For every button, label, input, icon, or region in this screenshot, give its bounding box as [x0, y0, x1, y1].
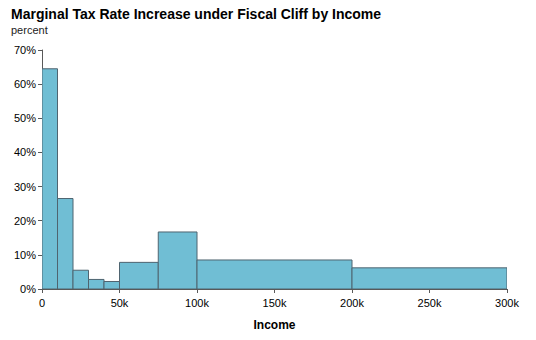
svg-text:Marginal Tax Rate Increase und: Marginal Tax Rate Increase under Fiscal …: [11, 6, 381, 22]
svg-text:0%: 0%: [20, 283, 36, 295]
svg-text:70%: 70%: [14, 44, 36, 56]
svg-text:100k: 100k: [185, 297, 209, 309]
svg-text:10%: 10%: [14, 249, 36, 261]
svg-text:150k: 150k: [263, 297, 287, 309]
svg-text:0: 0: [39, 297, 45, 309]
svg-text:200k: 200k: [340, 297, 364, 309]
svg-text:20%: 20%: [14, 215, 36, 227]
svg-text:percent: percent: [11, 24, 48, 36]
svg-text:50k: 50k: [111, 297, 129, 309]
svg-text:Income: Income: [253, 318, 295, 332]
svg-text:40%: 40%: [14, 146, 36, 158]
svg-text:300k: 300k: [495, 297, 519, 309]
svg-text:60%: 60%: [14, 78, 36, 90]
svg-text:250k: 250k: [418, 297, 442, 309]
svg-text:30%: 30%: [14, 181, 36, 193]
svg-text:50%: 50%: [14, 112, 36, 124]
